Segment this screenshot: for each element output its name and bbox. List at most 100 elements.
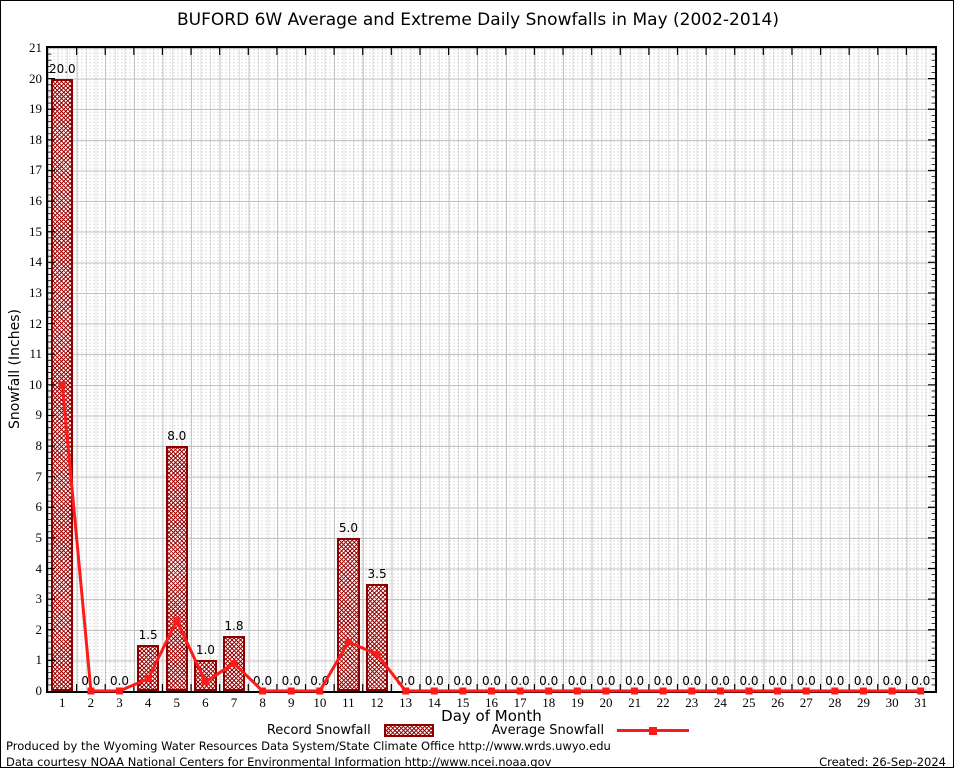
x-tick-label-16: 16 <box>485 695 498 710</box>
average-marker-day-23 <box>688 687 696 695</box>
bar-value-label-day-1: 20.0 <box>48 61 76 76</box>
y-tick-label-9: 9 <box>35 407 43 423</box>
legend-average-label: Average Snowfall <box>491 723 605 738</box>
average-marker-day-3 <box>116 687 124 695</box>
average-marker-day-7 <box>230 659 238 667</box>
footer-data-courtesy: Data courtesy NOAA National Centers for … <box>6 755 552 768</box>
x-tick-label-7: 7 <box>230 695 238 710</box>
y-tick-label-1: 1 <box>35 652 43 668</box>
bar-value-label-day-26: 0.0 <box>768 674 788 688</box>
bar-value-label-day-11: 5.0 <box>338 520 358 535</box>
bar-value-label-day-31: 0.0 <box>911 674 931 688</box>
x-tick-label-1: 1 <box>59 695 66 710</box>
x-tick-label-6: 6 <box>202 695 209 710</box>
legend: Record Snowfall Average Snowfall <box>1 722 953 739</box>
y-tick-label-15: 15 <box>29 223 42 239</box>
average-marker-day-29 <box>859 687 867 695</box>
y-tick-label-19: 19 <box>29 101 42 117</box>
x-tick-label-25: 25 <box>742 695 756 710</box>
bar-value-label-day-19: 0.0 <box>567 674 587 688</box>
average-marker-day-11 <box>344 638 352 646</box>
x-tick-label-29: 29 <box>856 695 870 710</box>
axis-minor-ticks <box>48 53 935 686</box>
footer-produced-by: Produced by the Wyoming Water Resources … <box>6 739 611 753</box>
y-tick-label-18: 18 <box>29 131 42 147</box>
y-tick-label-8: 8 <box>35 438 43 454</box>
average-marker-day-6 <box>201 678 209 686</box>
bar-value-label-day-30: 0.0 <box>882 674 902 688</box>
y-tick-label-12: 12 <box>29 315 42 331</box>
x-tick-label-26: 26 <box>771 695 785 710</box>
plot-overlay <box>48 48 935 695</box>
bar-value-label-day-29: 0.0 <box>853 674 873 688</box>
plot-area: 20.0 0.0 0.0 1.5 8.0 1.0 1.8 0.0 0.0 0.0 5.0 3.5 0.0… <box>46 46 937 695</box>
y-tick-label-13: 13 <box>29 284 42 300</box>
bar-value-label-day-3: 0.0 <box>109 674 130 688</box>
bar-value-label-day-17: 0.0 <box>510 674 530 688</box>
x-tick-label-18: 18 <box>542 695 556 710</box>
x-tick-label-5: 5 <box>173 695 181 710</box>
legend-record-swatch <box>383 724 434 737</box>
x-tick-label-14: 14 <box>427 695 441 710</box>
bar-value-label-day-9: 0.0 <box>281 674 301 688</box>
record-bar-day-12 <box>365 583 389 691</box>
x-tick-label-12: 12 <box>370 695 384 710</box>
y-tick-label-3: 3 <box>35 591 43 607</box>
legend-record-label: Record Snowfall <box>266 723 371 738</box>
bar-value-label-day-6: 1.0 <box>195 643 215 658</box>
y-axis-title: Snowfall (Inches) <box>7 309 23 429</box>
y-tick-label-17: 17 <box>29 162 42 178</box>
x-tick-label-15: 15 <box>456 695 470 710</box>
average-marker-day-14 <box>430 687 438 695</box>
bar-value-label-day-25: 0.0 <box>739 674 759 688</box>
bar-value-label-day-7: 1.8 <box>224 618 244 633</box>
y-tick-label-6: 6 <box>35 499 43 515</box>
x-tick-label-9: 9 <box>287 695 295 710</box>
x-tick-label-13: 13 <box>399 695 413 710</box>
x-tick-label-10: 10 <box>313 695 327 710</box>
y-tick-label-11: 11 <box>29 346 42 362</box>
average-marker-day-17 <box>516 687 524 695</box>
y-tick-label-7: 7 <box>35 468 43 484</box>
x-tick-label-30: 30 <box>885 695 899 710</box>
bar-value-label-day-24: 0.0 <box>710 674 730 688</box>
average-marker-day-21 <box>631 687 639 695</box>
y-tick-label-5: 5 <box>35 529 43 545</box>
x-tick-label-11: 11 <box>342 695 355 710</box>
x-tick-label-20: 20 <box>599 695 613 710</box>
y-tick-label-16: 16 <box>29 193 42 209</box>
average-snowfall-line <box>60 384 921 693</box>
average-marker-day-4 <box>144 675 152 683</box>
footer-created-date: Created: 26-Sep-2024 <box>819 755 946 768</box>
bar-value-label-day-12: 3.5 <box>367 566 387 581</box>
x-tick-label-21: 21 <box>628 695 642 710</box>
average-marker-day-20 <box>602 687 610 695</box>
average-marker-day-12 <box>373 650 381 658</box>
y-tick-label-14: 14 <box>29 254 42 270</box>
bar-value-label-day-20: 0.0 <box>596 674 616 688</box>
bar-value-label-day-21: 0.0 <box>625 674 645 688</box>
average-marker-day-30 <box>888 687 896 695</box>
bar-value-label-day-22: 0.0 <box>653 674 673 688</box>
bar-value-label-day-14: 0.0 <box>424 674 444 688</box>
y-tick-label-0: 0 <box>35 683 43 698</box>
average-marker-day-22 <box>659 687 667 695</box>
average-marker-day-24 <box>716 687 724 695</box>
x-tick-label-28: 28 <box>828 695 842 710</box>
x-tick-label-23: 23 <box>685 695 699 710</box>
axis-major-ticks <box>48 48 935 691</box>
chart-title: BUFORD 6W Average and Extreme Daily Snow… <box>177 10 779 30</box>
average-marker-day-13 <box>402 687 410 695</box>
y-tick-label-21: 21 <box>29 40 42 55</box>
x-tick-label-4: 4 <box>144 695 152 710</box>
bar-value-label-day-15: 0.0 <box>453 674 473 688</box>
average-marker-day-18 <box>545 687 553 695</box>
x-tick-label-17: 17 <box>513 695 527 710</box>
average-marker-day-27 <box>802 687 810 695</box>
average-marker-day-9 <box>287 687 295 695</box>
average-marker-day-10 <box>316 687 324 695</box>
average-marker-day-25 <box>745 687 753 695</box>
x-tick-label-3: 3 <box>116 695 123 710</box>
x-tick-label-19: 19 <box>570 695 584 710</box>
